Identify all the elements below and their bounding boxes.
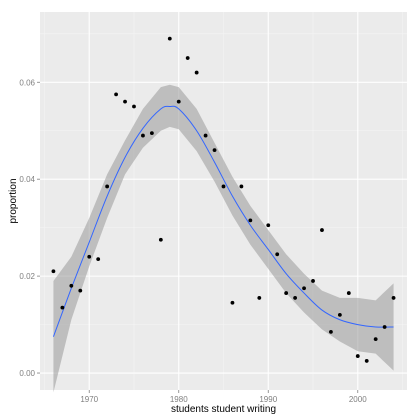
data-point: [364, 359, 369, 363]
data-point: [257, 296, 262, 300]
major-gridlines: [40, 12, 407, 390]
data-point: [221, 184, 226, 189]
data-point: [141, 133, 145, 138]
data-point: [51, 269, 56, 274]
confidence-ribbon: [53, 84, 394, 393]
x-tick-label: 2000: [349, 395, 367, 404]
data-point: [329, 329, 333, 334]
data-point: [275, 252, 280, 257]
data-point: [114, 92, 118, 97]
data-point: [60, 305, 65, 310]
data-point: [346, 291, 351, 295]
data-point: [391, 296, 396, 300]
data-point: [69, 283, 74, 288]
data-point: [158, 237, 163, 242]
data-point: [248, 218, 253, 223]
data-point: [230, 300, 235, 305]
y-axis-title: proportion: [8, 178, 19, 223]
data-point: [78, 288, 83, 293]
data-point: [105, 184, 110, 189]
y-axis: 0.00 0.02 0.04 0.06: [19, 78, 40, 378]
data-point: [382, 325, 387, 329]
x-axis: 1970 1980 1990 2000: [80, 390, 367, 404]
data-point: [185, 56, 190, 60]
x-tick-label: 1970: [80, 395, 98, 404]
x-axis-title: students student writing: [171, 404, 276, 415]
y-tick-label: 0.06: [19, 78, 35, 87]
data-point: [194, 70, 199, 75]
y-tick-label: 0.00: [19, 369, 35, 378]
data-point: [176, 99, 181, 104]
data-point: [355, 354, 360, 358]
data-point: [266, 223, 271, 228]
data-points: [51, 36, 396, 363]
data-point: [212, 148, 217, 153]
minor-gridlines: [40, 12, 407, 390]
data-point: [123, 99, 127, 104]
x-tick-label: 1980: [170, 395, 188, 404]
data-point: [87, 254, 92, 259]
data-point: [302, 286, 306, 291]
y-tick-label: 0.02: [19, 272, 35, 281]
x-tick-label: 1990: [259, 395, 277, 404]
smooth-line: [52, 105, 394, 337]
data-point: [149, 131, 154, 136]
data-point: [96, 257, 101, 262]
data-point: [293, 296, 298, 300]
data-point: [284, 291, 289, 295]
data-point: [203, 133, 208, 138]
data-point: [132, 104, 136, 109]
data-point: [311, 279, 315, 283]
data-point: [167, 36, 172, 41]
data-point: [337, 312, 342, 317]
data-point: [320, 228, 324, 232]
data-point: [239, 184, 244, 189]
data-point: [373, 337, 378, 342]
y-tick-label: 0.04: [19, 175, 35, 184]
